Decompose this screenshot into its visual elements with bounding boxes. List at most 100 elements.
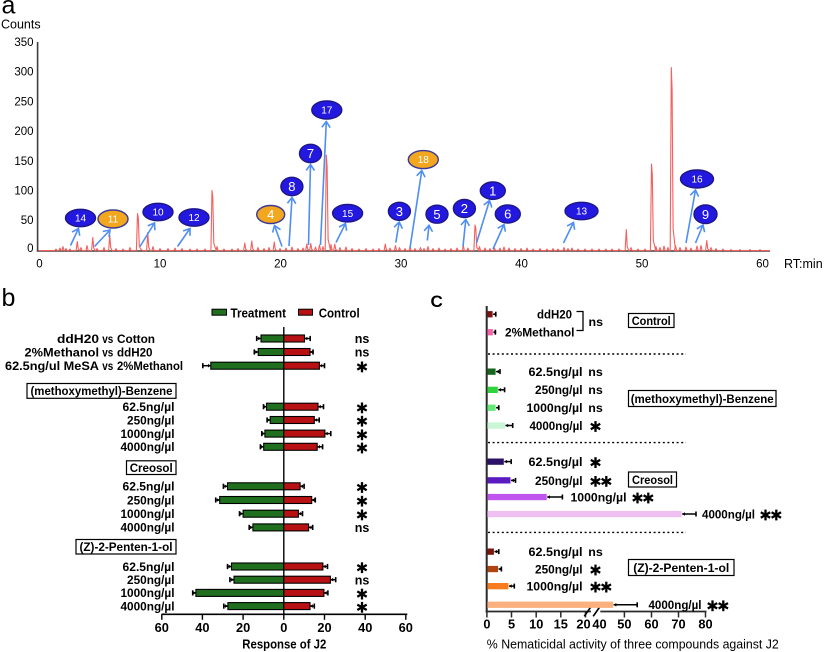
svg-text:15: 15 (342, 209, 354, 220)
svg-text:4: 4 (267, 207, 274, 222)
svg-text:Creosol: Creosol (130, 461, 173, 475)
svg-text:40: 40 (515, 258, 528, 270)
svg-text:ns: ns (588, 401, 603, 415)
svg-text:11: 11 (108, 215, 119, 226)
svg-text:1: 1 (489, 183, 496, 198)
svg-text:62.5ng/µl: 62.5ng/µl (123, 480, 175, 494)
svg-text:62.5ng/µl: 62.5ng/µl (123, 560, 175, 574)
svg-text:10: 10 (529, 617, 543, 632)
svg-text:ddH20: ddH20 (57, 332, 99, 346)
svg-text:62.5ng/µl: 62.5ng/µl (123, 400, 175, 414)
svg-text:80: 80 (698, 617, 712, 632)
svg-text:250ng/µl: 250ng/µl (127, 493, 175, 507)
svg-text:60: 60 (644, 617, 658, 632)
svg-text:18: 18 (418, 155, 430, 166)
svg-text:5: 5 (433, 207, 440, 222)
svg-text:(Z)-2-Penten-1-ol: (Z)-2-Penten-1-ol (80, 540, 173, 554)
svg-text:300: 300 (14, 67, 33, 79)
svg-text:250ng/µl: 250ng/µl (535, 562, 583, 576)
svg-text:250ng/µl: 250ng/µl (535, 383, 583, 397)
svg-text:7: 7 (307, 146, 314, 161)
svg-text:20: 20 (274, 258, 287, 270)
svg-text:ns: ns (355, 346, 370, 360)
svg-text:60: 60 (399, 620, 413, 635)
svg-text:30: 30 (395, 258, 408, 270)
svg-text:250ng/µl: 250ng/µl (127, 413, 175, 427)
svg-text:17: 17 (321, 106, 333, 117)
svg-text:15: 15 (554, 617, 568, 632)
svg-text:Creosol: Creosol (632, 473, 673, 487)
svg-text:ns: ns (588, 365, 603, 379)
svg-text:1000ng/µl: 1000ng/µl (121, 507, 175, 521)
svg-text:b: b (2, 284, 16, 312)
svg-text:0: 0 (280, 620, 287, 635)
svg-text:1000ng/µl: 1000ng/µl (527, 401, 583, 415)
svg-text:5: 5 (508, 617, 515, 632)
svg-text:20: 20 (236, 620, 250, 635)
svg-text:14: 14 (75, 214, 87, 225)
svg-text:3: 3 (396, 204, 403, 219)
svg-text:1000ng/µl: 1000ng/µl (527, 580, 583, 594)
svg-text:0: 0 (27, 243, 33, 255)
svg-text:100: 100 (14, 186, 33, 198)
svg-text:9: 9 (702, 207, 709, 222)
svg-text:250ng/µl: 250ng/µl (127, 573, 175, 587)
svg-text:Control: Control (319, 305, 360, 320)
svg-text:40: 40 (592, 617, 606, 632)
svg-text:(methoxymethyl)-Benzene: (methoxymethyl)-Benzene (631, 392, 774, 406)
svg-text:Response of J2: Response of J2 (242, 637, 326, 652)
svg-text:60: 60 (756, 258, 769, 270)
svg-text:C: C (431, 292, 443, 311)
svg-text:Cotton: Cotton (117, 332, 155, 346)
svg-text:50: 50 (636, 258, 649, 270)
svg-text:1000ng/µl: 1000ng/µl (571, 490, 627, 504)
svg-text:(methoxymethyl)-Benzene: (methoxymethyl)-Benzene (31, 384, 173, 398)
svg-text:1000ng/µl: 1000ng/µl (121, 427, 175, 441)
svg-text:(Z)-2-Penten-1-ol: (Z)-2-Penten-1-ol (633, 561, 729, 575)
svg-text:ddH20: ddH20 (117, 345, 153, 359)
svg-text:RT:min: RT:min (784, 257, 823, 271)
svg-text:0: 0 (36, 258, 42, 270)
svg-text:20: 20 (317, 620, 331, 635)
svg-text:Counts: Counts (1, 18, 41, 32)
svg-text:Treatment: Treatment (231, 305, 287, 320)
svg-text:50: 50 (617, 617, 631, 632)
svg-text:10: 10 (152, 208, 164, 219)
svg-text:ns: ns (588, 545, 603, 559)
svg-text:40: 40 (358, 620, 372, 635)
svg-text:vs: vs (102, 359, 113, 373)
svg-text:4000ng/µl: 4000ng/µl (649, 598, 702, 612)
svg-text:20: 20 (576, 617, 590, 632)
svg-text:2%Methanol: 2%Methanol (505, 325, 575, 339)
svg-text:2: 2 (461, 201, 468, 216)
svg-text:a: a (2, 0, 16, 20)
svg-text:ddH20: ddH20 (537, 307, 572, 321)
svg-text:70: 70 (671, 617, 685, 632)
svg-text:% Nematicidal activity of thre: % Nematicidal activity of three compound… (487, 637, 779, 651)
svg-text:200: 200 (14, 126, 33, 138)
svg-text:4000ng/µl: 4000ng/µl (121, 440, 175, 454)
svg-text:10: 10 (154, 258, 167, 270)
svg-text:Control: Control (632, 314, 671, 328)
svg-text:150: 150 (14, 156, 33, 168)
svg-text:62.5ng/µl: 62.5ng/µl (529, 545, 583, 559)
svg-text:8: 8 (288, 179, 295, 194)
svg-text:16: 16 (691, 175, 703, 186)
svg-text:2%Methanol: 2%Methanol (117, 359, 183, 373)
svg-text:12: 12 (188, 213, 200, 224)
svg-text:vs: vs (102, 332, 113, 346)
svg-text:ns: ns (355, 521, 370, 535)
svg-text:2%Methanol: 2%Methanol (25, 345, 100, 359)
svg-text:ns: ns (589, 315, 604, 329)
svg-text:62.5ng/ul MeSA: 62.5ng/ul MeSA (5, 359, 99, 373)
svg-text:4000ng/µl: 4000ng/µl (121, 521, 175, 535)
svg-text:4000ng/µl: 4000ng/µl (530, 419, 583, 433)
svg-text:62.5ng/µl: 62.5ng/µl (529, 455, 583, 469)
svg-text:1000ng/µl: 1000ng/µl (121, 586, 175, 600)
svg-text:60: 60 (155, 620, 169, 635)
svg-text:350: 350 (14, 37, 33, 49)
svg-text:0: 0 (483, 617, 490, 632)
svg-text:vs: vs (102, 345, 113, 359)
svg-text:250ng/µl: 250ng/µl (535, 474, 583, 488)
svg-text:62.5ng/µl: 62.5ng/µl (529, 365, 583, 379)
